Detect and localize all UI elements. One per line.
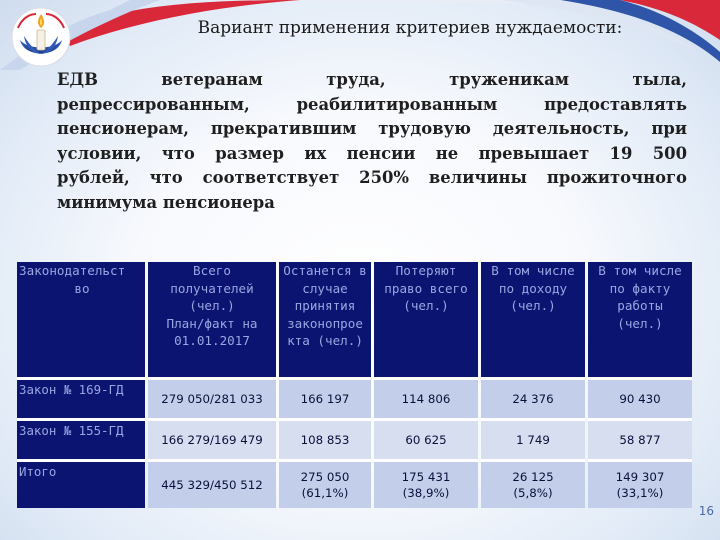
row-label: Итого (17, 459, 145, 508)
cell-value: 166 197 (300, 392, 350, 406)
header-line: План/факт на (166, 315, 258, 331)
slide-title: Вариант применения критериев нуждаемости… (197, 18, 623, 38)
table-header-row: Законодательст во Всего получателей (чел… (17, 262, 692, 377)
cell-value: 1 749 (516, 433, 550, 447)
cell-value: 445 329/450 512 (161, 478, 263, 492)
cell-value: 108 853 (300, 433, 350, 447)
cell-value: 24 376 (512, 392, 554, 406)
header-by-income: В том числе по доходу (чел.) (481, 262, 585, 377)
header-legislation: Законодательст во (17, 262, 145, 377)
header-line: (чел.) (403, 298, 449, 313)
table-cell: 26 125 (5,8%) (481, 459, 585, 508)
row-label: Закон № 169-ГД (17, 377, 145, 418)
criteria-paragraph: ЕДВ ветеранам труда, труженикам тыла, ре… (57, 68, 687, 216)
cell-value: 90 430 (619, 392, 661, 406)
cell-value: 279 050/281 033 (161, 392, 263, 406)
table-cell: 60 625 (374, 418, 478, 459)
header-line: случае (302, 280, 348, 296)
header-line: право всего (384, 280, 468, 296)
header-line: (чел.) (617, 315, 663, 331)
header-line: законопрое (287, 315, 363, 331)
paragraph-line: условии, что размер их пенсии не превыша… (57, 143, 687, 163)
paragraph-line: рублей, что соответствует 250% величины … (57, 168, 687, 188)
row-label: Закон № 155-ГД (17, 418, 145, 459)
cell-value: 175 431 (401, 470, 451, 484)
candle-in-hands-logo-icon (11, 7, 71, 67)
table-row: Закон № 155-ГД 166 279/169 479 108 853 6… (17, 418, 692, 459)
page-number: 16 (698, 504, 714, 518)
header-line: работы (617, 298, 663, 313)
table-cell: 166 279/169 479 (148, 418, 276, 459)
paragraph-line: репрессированным, реабилитированным пред… (57, 94, 687, 114)
header-total-recipients: Всего получателей (чел.) План/факт на 01… (148, 262, 276, 377)
cell-percent: (5,8%) (513, 486, 553, 500)
table-cell: 24 376 (481, 377, 585, 418)
table-cell: 279 050/281 033 (148, 377, 276, 418)
cell-value: 275 050 (300, 470, 350, 484)
table-cell: 108 853 (279, 418, 371, 459)
cell-percent: (33,1%) (616, 486, 664, 500)
paragraph-line: пенсионерам, прекратившим трудовую деяте… (57, 119, 687, 139)
paragraph-line: минимума пенсионера (57, 192, 275, 212)
table-cell: 1 749 (481, 418, 585, 459)
table-row: Закон № 169-ГД 279 050/281 033 166 197 1… (17, 377, 692, 418)
header-line: 01.01.2017 (174, 333, 250, 348)
header-line: по доходу (498, 280, 568, 296)
header-remaining: Останется в случае принятия законопрое к… (279, 262, 371, 377)
table-cell: 175 431 (38,9%) (374, 459, 478, 508)
header-line: (чел.) (189, 298, 235, 313)
header-line: Всего (193, 263, 231, 278)
cell-value: 114 806 (401, 392, 451, 406)
header-line: принятия (294, 298, 356, 313)
table-cell: 275 050 (61,1%) (279, 459, 371, 508)
header-line: В том числе (491, 263, 575, 278)
header-line: (чел.) (510, 298, 556, 313)
cell-value: 166 279/169 479 (161, 433, 263, 447)
table-cell: 149 307 (33,1%) (588, 459, 692, 508)
table-cell: 58 877 (588, 418, 692, 459)
header-by-work: В том числе по факту работы (чел.) (588, 262, 692, 377)
cell-value: 149 307 (615, 470, 665, 484)
table-cell: 114 806 (374, 377, 478, 418)
header-line: во (74, 280, 90, 296)
header-line: кта (чел.) (287, 333, 363, 348)
header-lose-right: Потеряют право всего (чел.) (374, 262, 478, 377)
cell-percent: (38,9%) (402, 486, 450, 500)
table-cell: 445 329/450 512 (148, 459, 276, 508)
header-line: получателей (170, 280, 254, 296)
cell-percent: (61,1%) (301, 486, 349, 500)
header-line: Законодательст (19, 263, 126, 278)
header-line: Потеряют (395, 263, 457, 278)
table-row: Итого 445 329/450 512 275 050 (61,1%) 17… (17, 459, 692, 508)
paragraph-line: ЕДВ ветеранам труда, труженикам тыла, (57, 70, 687, 89)
header-line: В том числе (598, 263, 682, 278)
cell-value: 60 625 (405, 433, 447, 447)
cell-value: 58 877 (619, 433, 661, 447)
recipients-table: Законодательст во Всего получателей (чел… (14, 262, 695, 508)
cell-value: 26 125 (512, 470, 554, 484)
header-line: Останется в (283, 263, 367, 278)
table-cell: 90 430 (588, 377, 692, 418)
table-cell: 166 197 (279, 377, 371, 418)
header-line: по факту (609, 280, 671, 296)
